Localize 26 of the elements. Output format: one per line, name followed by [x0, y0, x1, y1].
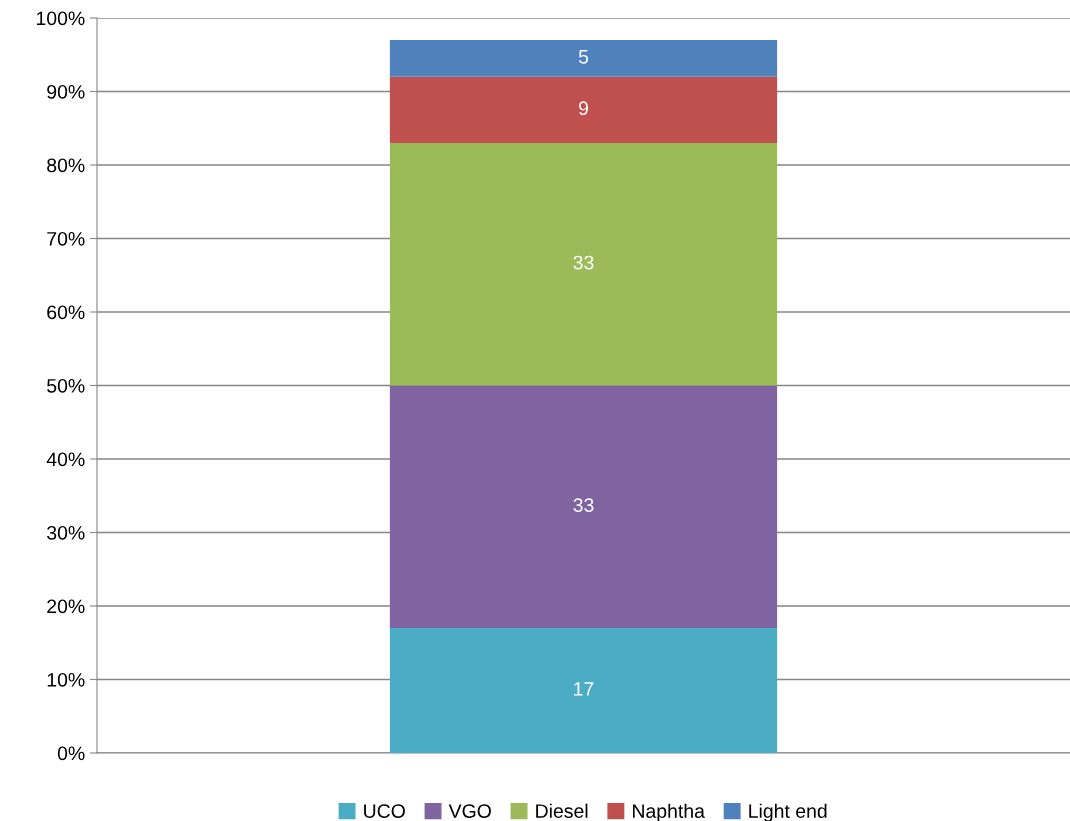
y-tick-label: 90%	[47, 84, 85, 99]
bar	[389, 385, 778, 629]
y-tick-label: 60%	[47, 305, 85, 320]
y-tick-label: 70%	[47, 231, 85, 246]
data-label: 9	[579, 101, 588, 116]
legend-label: Light end	[749, 803, 827, 821]
data-label: 33	[573, 255, 594, 270]
legend-label: Naphtha	[633, 803, 705, 821]
y-tick-label: 40%	[46, 452, 85, 467]
y-tick-label: 80%	[47, 158, 85, 173]
y-tick-label: 50%	[47, 378, 85, 393]
legend-label: Diesel	[536, 803, 588, 818]
y-tick-label: 20%	[47, 599, 85, 614]
legend-label: UCO	[364, 804, 405, 818]
data-label: 5	[578, 50, 589, 64]
y-tick-label: 10%	[47, 672, 85, 687]
bar	[389, 76, 778, 143]
bar	[389, 40, 778, 77]
data-label: 33	[573, 498, 594, 512]
y-tick-label: 0%	[57, 746, 85, 761]
legend-label: VGO	[448, 804, 491, 818]
bar	[389, 142, 778, 386]
bar	[389, 628, 778, 753]
y-tick-label: 30%	[47, 525, 85, 540]
data-label: 17	[574, 682, 594, 696]
y-tick-label: 100%	[36, 11, 85, 26]
